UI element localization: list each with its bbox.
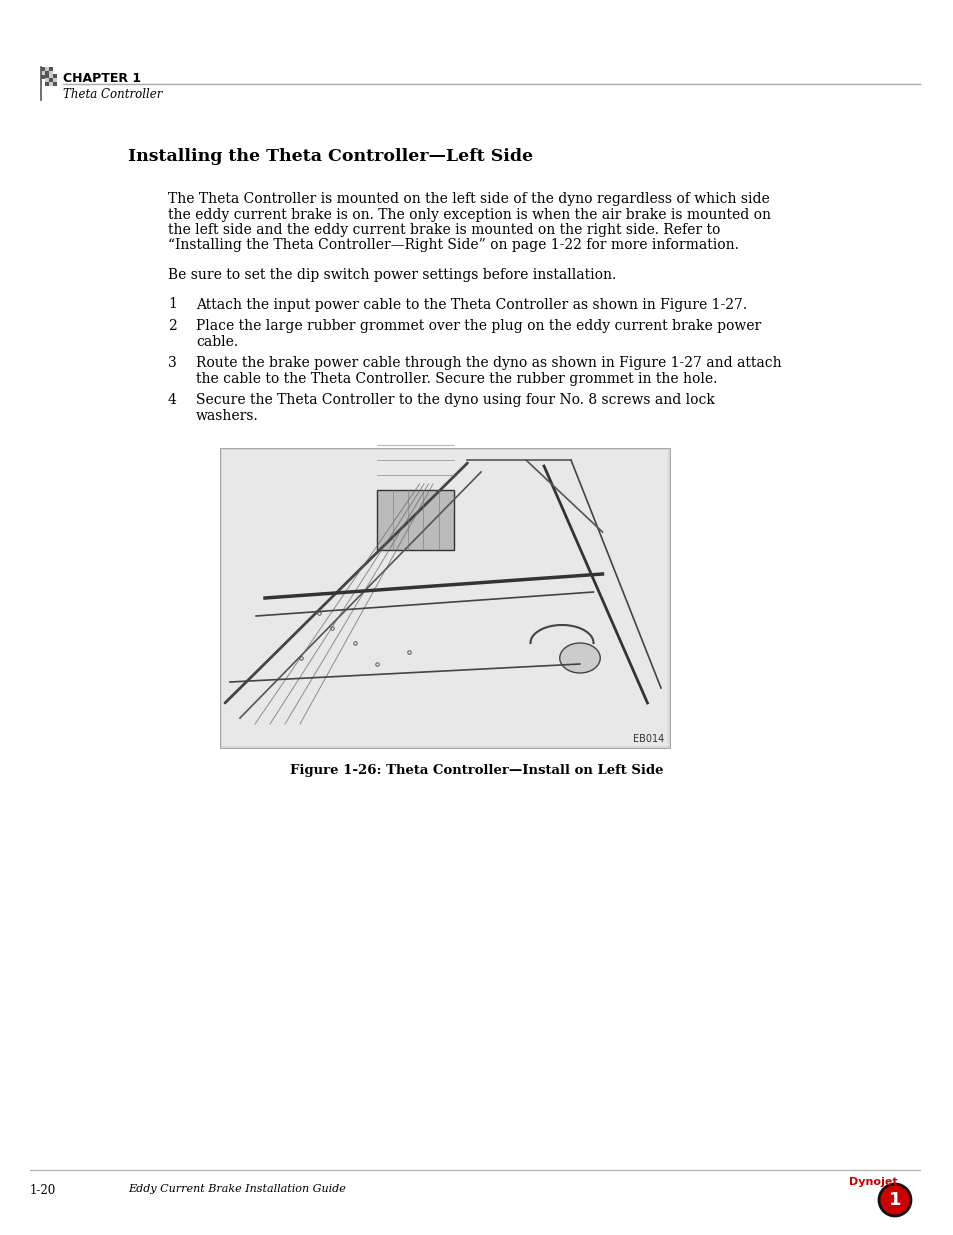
Bar <box>49 78 53 82</box>
Text: 2: 2 <box>168 319 176 333</box>
Text: CHAPTER 1: CHAPTER 1 <box>63 72 141 85</box>
Text: the eddy current brake is on. The only exception is when the air brake is mounte: the eddy current brake is on. The only e… <box>168 207 770 221</box>
Ellipse shape <box>559 643 599 673</box>
Bar <box>49 74 53 78</box>
Bar <box>45 75 49 79</box>
Bar <box>49 70 53 75</box>
Text: EB014: EB014 <box>632 734 663 743</box>
Text: Eddy Current Brake Installation Guide: Eddy Current Brake Installation Guide <box>128 1184 346 1194</box>
Text: 1-20: 1-20 <box>30 1184 56 1197</box>
Text: the left side and the eddy current brake is mounted on the right side. Refer to: the left side and the eddy current brake… <box>168 224 720 237</box>
Bar <box>377 490 454 550</box>
Text: Installing the Theta Controller—Left Side: Installing the Theta Controller—Left Sid… <box>128 148 533 165</box>
Text: cable.: cable. <box>195 335 238 348</box>
Text: Place the large rubber grommet over the plug on the eddy current brake power: Place the large rubber grommet over the … <box>195 319 760 333</box>
Text: Be sure to set the dip switch power settings before installation.: Be sure to set the dip switch power sett… <box>168 268 616 282</box>
Text: Secure the Theta Controller to the dyno using four No. 8 screws and lock: Secure the Theta Controller to the dyno … <box>195 393 714 408</box>
Bar <box>222 450 667 746</box>
Bar <box>53 74 57 78</box>
Bar <box>49 75 53 79</box>
Bar <box>45 70 49 75</box>
Text: the cable to the Theta Controller. Secure the rubber grommet in the hole.: the cable to the Theta Controller. Secur… <box>195 372 717 385</box>
Text: 1: 1 <box>888 1191 901 1209</box>
Bar <box>41 67 45 70</box>
Text: The Theta Controller is mounted on the left side of the dyno regardless of which: The Theta Controller is mounted on the l… <box>168 191 769 206</box>
Bar <box>45 67 49 70</box>
Text: Figure 1-26: Theta Controller—Install on Left Side: Figure 1-26: Theta Controller—Install on… <box>290 764 663 777</box>
Bar <box>49 82 53 86</box>
Text: Route the brake power cable through the dyno as shown in Figure 1-27 and attach: Route the brake power cable through the … <box>195 356 781 370</box>
Text: washers.: washers. <box>195 409 258 422</box>
Circle shape <box>878 1184 910 1216</box>
Bar <box>41 75 45 79</box>
Bar <box>220 448 669 748</box>
Bar <box>49 67 53 70</box>
Bar <box>41 70 45 75</box>
Text: 3: 3 <box>168 356 176 370</box>
Bar <box>45 74 49 78</box>
Bar <box>45 78 49 82</box>
Text: Attach the input power cable to the Theta Controller as shown in Figure 1-27.: Attach the input power cable to the Thet… <box>195 298 746 311</box>
Text: 1: 1 <box>168 298 176 311</box>
Text: 4: 4 <box>168 393 176 408</box>
Bar <box>53 82 57 86</box>
Text: Dynojet: Dynojet <box>848 1177 897 1187</box>
Text: “Installing the Theta Controller—Right Side” on page 1-22 for more information.: “Installing the Theta Controller—Right S… <box>168 238 739 252</box>
Bar <box>53 78 57 82</box>
Bar <box>45 82 49 86</box>
Text: Theta Controller: Theta Controller <box>63 88 162 101</box>
